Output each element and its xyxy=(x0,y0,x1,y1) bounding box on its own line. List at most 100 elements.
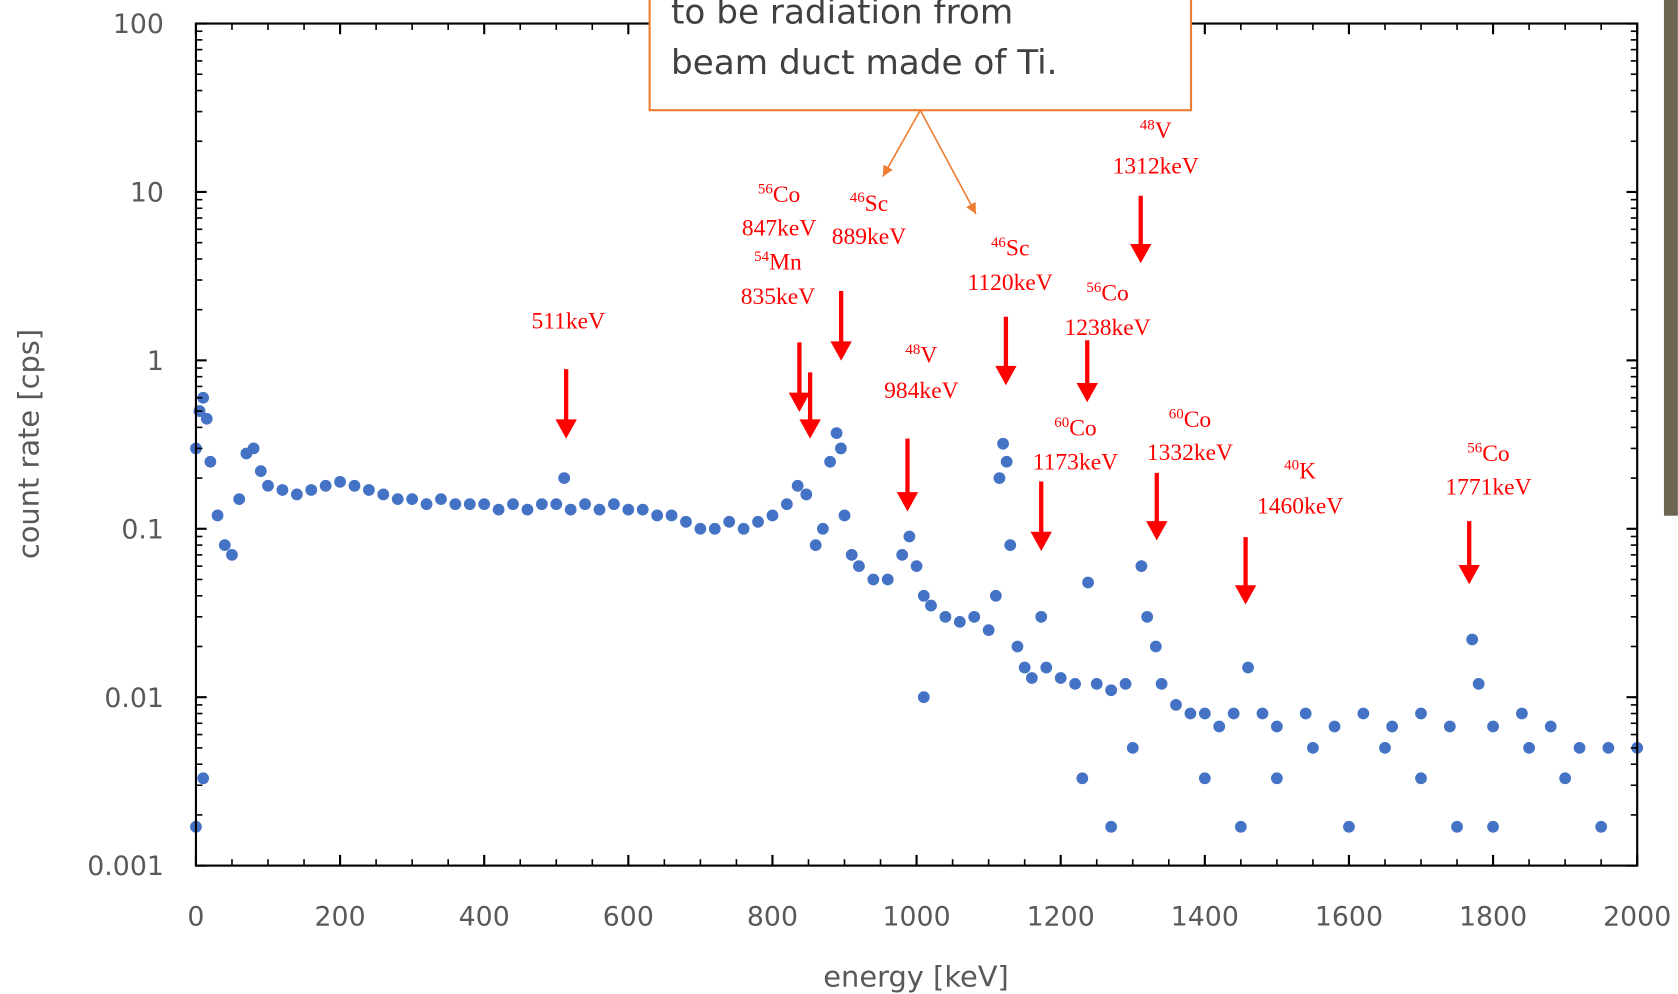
point xyxy=(1198,772,1211,785)
peak-arrowhead xyxy=(830,341,852,361)
point xyxy=(1466,633,1479,646)
point xyxy=(737,522,750,535)
isotope-mass: 56 xyxy=(1086,280,1101,296)
point xyxy=(1105,684,1118,697)
point xyxy=(968,610,981,623)
plot-frame xyxy=(194,22,1639,867)
peak-arrowhead xyxy=(1234,585,1257,605)
point xyxy=(982,624,995,637)
point xyxy=(791,479,804,492)
x-tick-label: 1800 xyxy=(1459,902,1527,933)
point xyxy=(1170,699,1182,711)
point xyxy=(824,455,836,468)
point xyxy=(200,412,213,425)
x-tick-label: 200 xyxy=(315,902,366,933)
isotope-element: Co xyxy=(773,182,800,208)
point xyxy=(1227,707,1240,720)
callout-box xyxy=(648,0,1193,112)
point xyxy=(197,772,210,785)
point xyxy=(1069,677,1081,690)
point xyxy=(853,560,865,573)
callout-arrowhead xyxy=(966,202,976,214)
callout-arrowhead xyxy=(882,164,893,177)
peak-energy: 1173keV xyxy=(1033,450,1118,476)
point xyxy=(1299,707,1312,720)
point xyxy=(1516,707,1528,720)
isotope-mass: 60 xyxy=(1169,406,1184,422)
isotope-element: Co xyxy=(1184,407,1211,433)
isotope-mass: 54 xyxy=(754,249,769,265)
point xyxy=(550,498,563,511)
point xyxy=(780,498,793,511)
point xyxy=(680,515,692,528)
peak-arrowhead xyxy=(1030,531,1052,552)
peak-isotope: 46Sc xyxy=(991,235,1029,262)
point xyxy=(579,498,591,511)
points xyxy=(190,391,1644,833)
peak-energy: 847keV xyxy=(742,215,816,241)
peak-isotope: 46Sc xyxy=(850,190,889,217)
y-tick-label: 1 xyxy=(147,346,164,377)
point xyxy=(835,442,847,455)
peak-energy: 1238keV xyxy=(1064,315,1150,341)
point xyxy=(564,503,577,516)
point xyxy=(830,427,843,439)
point xyxy=(1472,677,1485,690)
x-tick-label: 1000 xyxy=(883,902,951,933)
x-tick-label: 1400 xyxy=(1171,902,1239,933)
peak-isotope: 60Co xyxy=(1054,415,1096,442)
isotope-mass: 56 xyxy=(758,182,773,198)
point xyxy=(1451,820,1463,833)
x-tick-label: 800 xyxy=(747,902,798,933)
x-tick-label: 600 xyxy=(603,902,654,933)
point xyxy=(917,589,930,602)
isotope-element: Co xyxy=(1101,281,1128,307)
callout-arrow xyxy=(919,109,977,215)
point xyxy=(1573,742,1586,754)
point xyxy=(1011,640,1024,653)
callout-arrow xyxy=(882,109,922,177)
peak-arrowhead xyxy=(896,492,919,512)
y-tick-label: 0.001 xyxy=(87,851,164,882)
point xyxy=(1054,672,1067,684)
point xyxy=(211,509,224,522)
point xyxy=(1213,720,1226,733)
x-tick-label: 1600 xyxy=(1315,902,1383,933)
point xyxy=(1379,742,1391,754)
point xyxy=(391,493,404,506)
isotope-mass: 46 xyxy=(991,235,1006,251)
point xyxy=(1544,720,1557,733)
point xyxy=(290,488,303,501)
point xyxy=(507,498,519,511)
callout-text: to be radiation from xyxy=(671,0,1013,33)
peak-arrowhead xyxy=(995,365,1017,386)
peak-energy: 984keV xyxy=(884,378,958,404)
point xyxy=(867,573,880,586)
point xyxy=(319,479,332,492)
point xyxy=(233,493,246,506)
y-tick-label: 10 xyxy=(130,178,164,209)
peak-energy: 835keV xyxy=(741,284,815,310)
point xyxy=(1018,661,1031,674)
point xyxy=(622,503,635,516)
peak-energy: 1460keV xyxy=(1257,494,1343,520)
point xyxy=(1487,720,1499,733)
peak-arrowhead xyxy=(1458,564,1480,585)
point xyxy=(1119,677,1132,690)
isotope-element: Sc xyxy=(1006,236,1030,262)
isotope-element: Mn xyxy=(769,250,802,276)
point xyxy=(1234,820,1247,833)
isotope-mass: 48 xyxy=(1140,117,1155,133)
point xyxy=(881,573,894,586)
isotope-element: Co xyxy=(1482,441,1509,467)
peak-energy: 1120keV xyxy=(968,270,1053,296)
point xyxy=(478,498,491,511)
isotope-mass: 48 xyxy=(905,342,920,358)
point xyxy=(694,522,707,535)
point xyxy=(226,548,238,561)
peak-arrowhead xyxy=(799,419,821,439)
point xyxy=(989,589,1002,602)
point xyxy=(1135,560,1148,573)
point xyxy=(1198,707,1211,720)
point xyxy=(247,442,260,455)
